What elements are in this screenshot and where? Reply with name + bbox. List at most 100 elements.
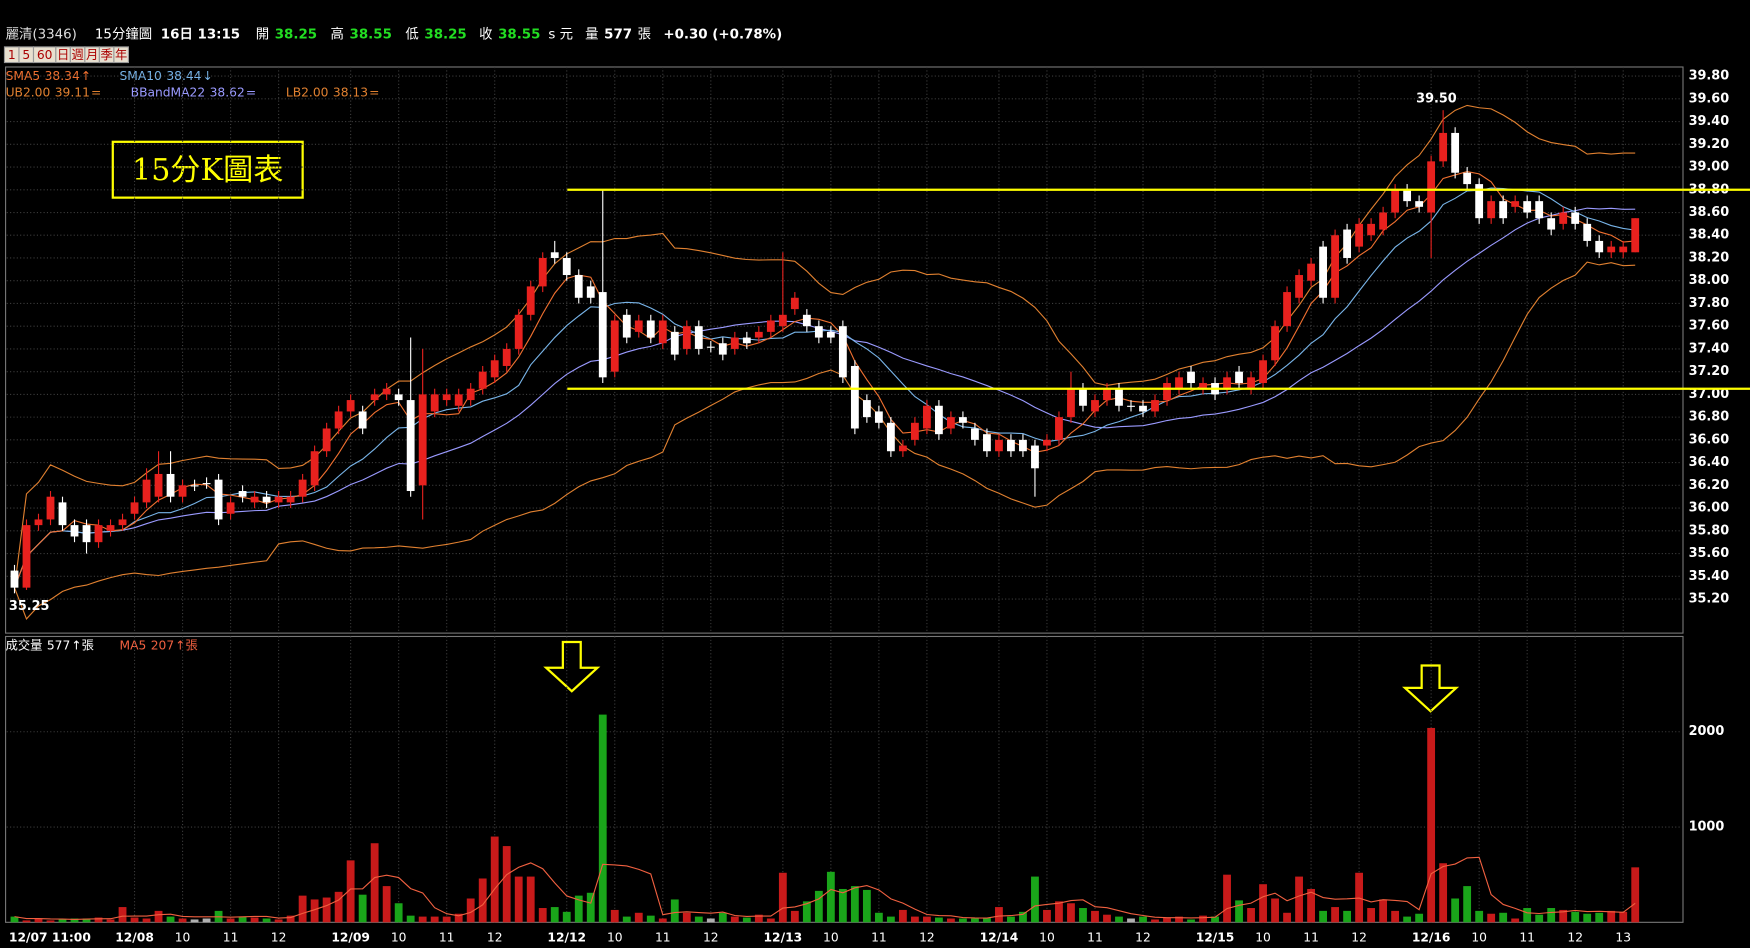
tab-label[interactable]: 日 [57,48,69,62]
candle-body [286,496,295,503]
volume-bar [490,836,499,923]
tab-label[interactable]: 月 [86,48,98,62]
candle-body [814,326,823,338]
volume-unit: 張 [638,28,651,43]
legend-value: 38.13 [333,85,368,99]
candle-body [1199,383,1207,389]
legend-entry: MA5 207↑張 [119,638,197,652]
volume-bar [1019,911,1027,923]
volume-bar [550,907,559,923]
volume-bar [670,899,679,923]
x-tick-label: 12/08 [115,930,154,944]
tab[interactable] [113,46,129,64]
tab-label[interactable]: 1 [8,48,16,62]
candle-body [322,428,331,452]
x-tick-label: 11 [1303,930,1319,944]
x-tick-label: 11 [1519,930,1535,944]
candle-body [922,405,931,429]
candle-body [1391,189,1400,213]
candle-body [850,365,859,429]
candle-body [298,479,307,497]
legend-entry: SMA5 38.34↑ [6,68,92,82]
candle-body [1559,212,1568,224]
volume-bar [634,912,643,923]
volume-bar [1379,899,1388,923]
candle-body [1019,439,1027,452]
volume-bar [1463,886,1472,923]
volume-bar [1403,916,1412,923]
legend-trend: ↑ [71,638,81,652]
volume-bar [850,886,859,923]
legend-name: SMA5 [6,68,41,82]
volume-bar [526,876,535,923]
candle-body [1319,246,1327,298]
candle-body [214,479,223,520]
volume-bar [346,860,355,923]
arrow [1402,664,1460,713]
legend-trend: ↓ [203,68,213,82]
candle-body [562,257,571,276]
volume-bar [610,909,619,923]
volume-bar [466,898,475,923]
candle-body [1295,275,1303,298]
period: 15分鐘圖 [95,26,152,43]
volume-bar [250,917,259,923]
legend-name: MA5 [119,638,146,652]
volume-label: 量 [585,27,598,43]
volume-bar [514,876,523,923]
volume-bar [706,918,715,923]
volume-bar [1571,911,1580,923]
candle-body [370,394,379,401]
volume-bar [959,918,967,923]
candle-body [10,570,19,588]
volume-bar [1319,910,1327,923]
candle-body [778,314,787,327]
volume-bar [358,894,367,923]
volume-bar [202,918,211,923]
volume-bar [1283,912,1291,923]
y-tick-label: 37.80 [1689,296,1730,311]
candle-body [1223,377,1231,389]
candle-body [1403,189,1412,202]
candle-body [1091,400,1099,412]
candle-body [250,496,259,503]
volume-bar [874,912,883,923]
candle-body [190,485,199,487]
candle-body [550,252,559,258]
candle-body [118,519,127,526]
candle-body [670,331,679,355]
x-tick-label: 13 [1615,930,1631,944]
volume-bar [178,918,187,923]
x-tick-label: 12 [271,930,287,944]
legend-value: 38.34 [45,68,80,82]
volume-bar [730,916,739,923]
volume-bar [262,918,271,923]
volume-bar [1595,912,1604,923]
volume-bar [1187,919,1195,923]
arrow [543,640,601,693]
candle-body [682,326,691,349]
candle-body [874,411,883,423]
candle-body [730,337,739,349]
candle-body [94,525,103,543]
legend-entry: 成交量 577↑張 [6,637,94,652]
tab-label[interactable]: 60 [37,48,53,62]
candle-body [274,496,283,503]
legend-name: UB2.00 [6,85,51,99]
candle-body [514,314,523,349]
volume-bar [995,907,1003,923]
tab-label[interactable]: 年 [115,48,127,62]
tab-label[interactable]: 週 [71,48,83,62]
tab-label[interactable]: 季 [101,48,113,62]
candle-body [1355,223,1364,247]
candle-body [1343,229,1352,258]
candle-body [1463,172,1472,185]
volume-bar [562,911,571,923]
candle-body [310,451,319,486]
band-mid [13,207,1636,588]
candle-body [947,417,955,429]
candle-body [1583,223,1592,241]
tab-label[interactable]: 5 [22,48,30,62]
candle-body [382,388,391,395]
volume-bar [983,917,991,923]
